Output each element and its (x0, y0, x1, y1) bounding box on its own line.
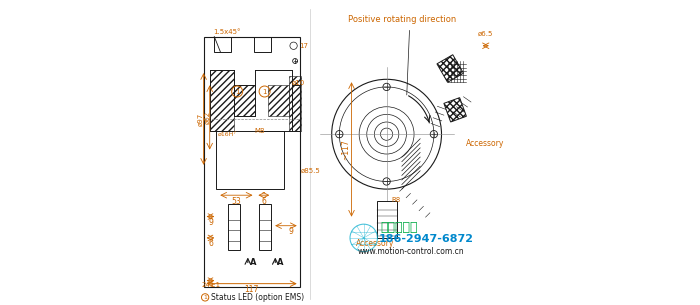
Text: 6: 6 (208, 239, 213, 249)
Bar (267, 85, 289, 116)
Text: 53: 53 (232, 197, 241, 206)
Bar (204, 37, 300, 287)
Text: 186-2947-6872: 186-2947-6872 (379, 235, 474, 244)
Text: 西安德伍拓: 西安德伍拓 (381, 221, 418, 234)
Text: 6: 6 (261, 197, 266, 206)
Text: ø85.5: ø85.5 (301, 168, 321, 174)
Text: ø6.5: ø6.5 (478, 30, 493, 37)
Bar (214, 37, 231, 52)
Bar (228, 204, 240, 250)
Text: www.motion-control.com.cn: www.motion-control.com.cn (358, 247, 464, 256)
Text: Accessory: Accessory (356, 239, 395, 249)
Text: Status LED (option EMS): Status LED (option EMS) (211, 293, 304, 302)
Text: ø10: ø10 (292, 79, 305, 85)
Text: 1.5x45°: 1.5x45° (214, 29, 242, 35)
Bar (289, 76, 301, 131)
Text: ø16H⁷: ø16H⁷ (217, 132, 236, 137)
Bar (437, 55, 463, 82)
Text: ø62: ø62 (204, 111, 211, 124)
Bar (444, 98, 466, 122)
Text: 1: 1 (235, 88, 239, 95)
Text: R8: R8 (391, 197, 400, 203)
Text: 9: 9 (288, 227, 293, 236)
Text: 1: 1 (262, 88, 267, 95)
Text: 9: 9 (208, 218, 213, 227)
Bar (254, 37, 271, 52)
Bar (258, 204, 271, 250)
Text: A: A (250, 258, 256, 267)
Bar (377, 201, 398, 238)
Bar (234, 85, 256, 116)
Text: Positive rotating direction: Positive rotating direction (348, 15, 456, 24)
Text: 17: 17 (299, 43, 308, 49)
Text: 1: 1 (203, 295, 207, 300)
Text: A: A (277, 258, 284, 267)
Text: ø97: ø97 (197, 112, 204, 126)
Text: 117: 117 (244, 285, 259, 294)
Text: Accessory: Accessory (466, 139, 504, 148)
Bar (210, 70, 234, 131)
Text: M8: M8 (255, 128, 265, 134)
Text: ~117: ~117 (341, 139, 350, 160)
Text: 24±1: 24±1 (201, 282, 220, 288)
Bar (216, 131, 284, 189)
